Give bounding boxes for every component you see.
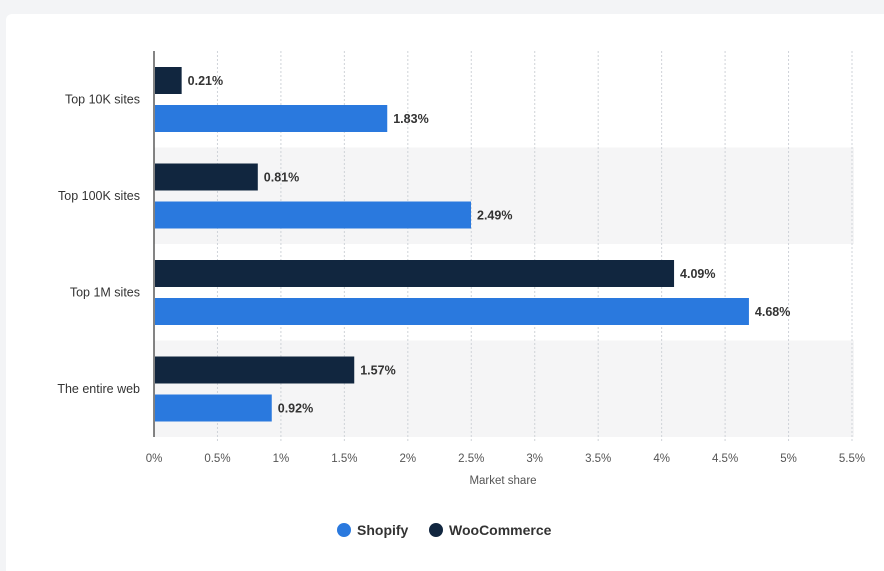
x-tick-label: 4.5% xyxy=(712,453,738,465)
row-band xyxy=(154,340,854,437)
data-label: 4.09% xyxy=(680,267,715,281)
x-tick-label: 2.5% xyxy=(458,453,484,465)
x-tick-label: 5% xyxy=(780,453,797,465)
data-label: 4.68% xyxy=(755,305,790,319)
category-label: Top 100K sites xyxy=(58,189,140,203)
x-tick-label: 5.5% xyxy=(839,453,865,465)
category-label: The entire web xyxy=(57,382,140,396)
bar xyxy=(155,356,355,384)
chart-card: Top 10K sites Top 100K sites Top 1M sites T… xyxy=(6,14,884,571)
x-tick-label: 2% xyxy=(400,453,417,465)
data-label: 1.83% xyxy=(393,112,428,126)
legend-label: Shopify xyxy=(357,522,409,538)
bar xyxy=(155,163,258,191)
bar xyxy=(155,260,675,287)
legend-label: WooCommerce xyxy=(449,522,552,538)
legend-marker xyxy=(429,523,443,537)
bar xyxy=(155,394,272,422)
category-label: Top 10K sites xyxy=(65,92,140,106)
bar xyxy=(155,201,472,229)
x-tick-label: 1.5% xyxy=(331,453,357,465)
row-band xyxy=(154,147,854,244)
data-label: 0.92% xyxy=(278,402,313,416)
bar xyxy=(155,105,388,132)
x-tick-label: 1% xyxy=(273,453,290,465)
data-label: 0.81% xyxy=(264,171,299,185)
data-label: 2.49% xyxy=(477,209,512,223)
x-tick-label: 0% xyxy=(146,453,163,465)
x-tick-label: 4% xyxy=(653,453,670,465)
bar-chart: Top 10K sites Top 100K sites Top 1M sites T… xyxy=(57,51,865,538)
data-label: 1.57% xyxy=(360,364,395,378)
bar xyxy=(155,67,182,94)
x-axis-title: Market share xyxy=(469,475,536,487)
x-tick-label: 0.5% xyxy=(204,453,230,465)
bar xyxy=(155,298,749,325)
data-label: 0.21% xyxy=(188,74,223,88)
x-tick-label: 3.5% xyxy=(585,453,611,465)
category-label: Top 1M sites xyxy=(70,285,140,299)
legend-marker xyxy=(337,523,351,537)
x-tick-label: 3% xyxy=(526,453,543,465)
